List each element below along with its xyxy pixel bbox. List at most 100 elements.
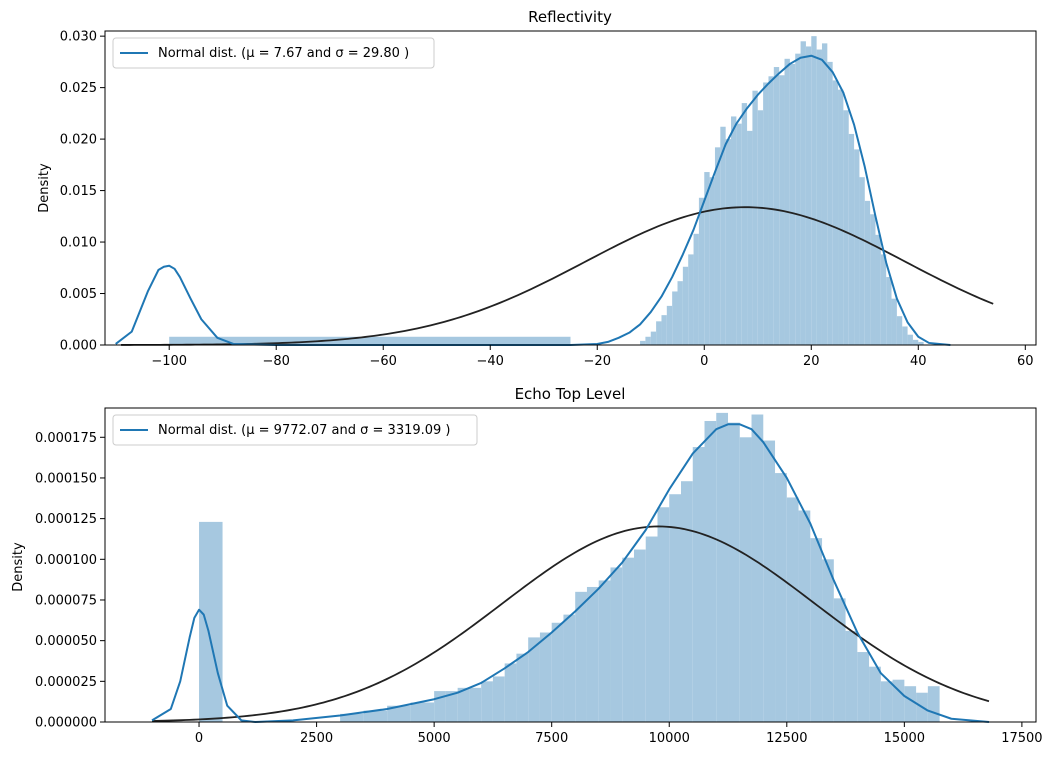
x-tick-label: 17500 — [1001, 731, 1042, 746]
x-tick-label: 60 — [1017, 354, 1034, 369]
x-tick-label: 0 — [195, 731, 203, 746]
histogram-bar — [838, 89, 844, 345]
y-tick-label: 0.000075 — [35, 593, 97, 608]
axes-frame — [104, 407, 1037, 723]
histogram-bar — [869, 666, 881, 722]
y-tick-label: 0.025 — [60, 81, 97, 96]
histogram-bar — [757, 110, 764, 346]
y-tick-label: 0.030 — [60, 30, 97, 45]
x-tick-label: 40 — [910, 354, 927, 369]
histogram-bar — [731, 116, 737, 345]
x-tick-label: 15000 — [884, 731, 925, 746]
histogram-bar — [598, 580, 611, 722]
y-tick-label: 0.000175 — [35, 431, 97, 446]
histogram-bar — [891, 298, 897, 345]
x-tick-label: −40 — [477, 354, 504, 369]
histogram-bar — [586, 586, 599, 722]
histogram-bar — [640, 340, 646, 345]
histogram-bar — [199, 521, 223, 722]
histogram-bar — [739, 437, 752, 722]
legend-label: Normal dist. (μ = 9772.07 and σ = 3319.0… — [158, 423, 451, 438]
y-axis-label: Density — [11, 542, 26, 592]
histogram-bar — [610, 567, 623, 722]
histogram-bar — [832, 80, 839, 346]
histogram-bar — [457, 687, 470, 722]
y-tick-label: 0.000025 — [35, 675, 97, 690]
x-tick-label: −80 — [262, 354, 289, 369]
y-tick-label: 0.000 — [60, 339, 97, 354]
histogram-bar — [666, 305, 673, 345]
histogram-bar — [798, 510, 811, 722]
histogram-bar — [645, 536, 658, 722]
histogram-bar — [875, 234, 881, 345]
histogram-bar — [870, 214, 876, 345]
x-tick-label: −60 — [370, 354, 397, 369]
histogram-bar — [857, 652, 870, 722]
histogram-bar — [773, 67, 780, 346]
histogram-bar — [886, 277, 892, 345]
histogram-bar — [728, 422, 740, 722]
x-tick-label: −20 — [584, 354, 611, 369]
histogram-bar — [845, 630, 858, 722]
x-tick-label: 5000 — [418, 731, 451, 746]
y-axis: 0.000000 0.000025 0.000050 0.000075 0.000100… — [35, 431, 105, 731]
x-tick-label: 2500 — [300, 731, 333, 746]
histogram-bar — [833, 598, 846, 722]
histogram-bar — [709, 177, 715, 345]
histogram-bar — [784, 58, 790, 345]
histogram-bar — [918, 341, 924, 345]
histogram-bar — [751, 414, 764, 722]
histogram-bar — [775, 473, 787, 722]
histogram-bar — [902, 326, 908, 345]
y-axis-label: Density — [37, 163, 52, 213]
histogram-bar — [698, 197, 705, 345]
histogram-bar — [680, 481, 693, 722]
histogram-bar — [492, 676, 505, 722]
histogram-bar — [752, 90, 758, 345]
histogram-bar — [633, 549, 646, 722]
histogram-bar — [563, 614, 576, 722]
histogram-bar — [736, 123, 742, 346]
x-axis: −100 −80 −60 −40 −20 0 20 40 60 — [151, 345, 1034, 369]
y-axis: 0.000 0.005 0.010 0.015 0.020 0.025 0.030 — [60, 30, 105, 354]
histogram-bar — [445, 691, 458, 722]
histogram-bar — [704, 421, 717, 722]
histogram-bar — [704, 172, 710, 345]
y-tick-label: 0.000150 — [35, 471, 97, 486]
histogram-bar — [693, 233, 699, 345]
x-axis: 0 2500 5000 7500 10000 12500 15000 17500 — [195, 722, 1043, 746]
x-tick-label: −100 — [151, 354, 187, 369]
histogram-bar — [516, 653, 529, 722]
histogram-bar — [575, 591, 587, 722]
histogram-bar — [551, 622, 564, 722]
x-tick-label: 0 — [700, 354, 708, 369]
histogram-bar — [669, 494, 681, 722]
histogram-bar — [927, 686, 940, 722]
histogram-bar — [904, 686, 917, 722]
histogram-bar — [410, 702, 435, 722]
histogram-bar — [810, 538, 823, 722]
histogram-bar — [800, 41, 806, 346]
histogram-bar — [682, 266, 689, 345]
histogram-bar — [892, 679, 905, 722]
histogram-bar — [661, 315, 667, 345]
histogram-bar — [716, 412, 729, 722]
histogram-bar — [725, 139, 732, 345]
histogram-bar — [481, 681, 493, 722]
histogram-bar — [677, 281, 683, 345]
y-tick-label: 0.000000 — [35, 716, 97, 731]
histogram-bar — [656, 321, 662, 345]
histogram-bar — [340, 713, 364, 722]
histogram-bar — [720, 126, 726, 345]
histogram-bar — [912, 339, 919, 345]
curves — [151, 423, 990, 723]
histogram-bar — [789, 63, 796, 345]
histogram-bar — [650, 331, 657, 345]
histogram-bar — [672, 291, 678, 345]
y-tick-label: 0.000125 — [35, 512, 97, 527]
x-tick-label: 10000 — [649, 731, 690, 746]
histogram-bar — [848, 133, 855, 345]
y-tick-label: 0.020 — [60, 133, 97, 148]
chart-title: Reflectivity — [528, 8, 612, 26]
